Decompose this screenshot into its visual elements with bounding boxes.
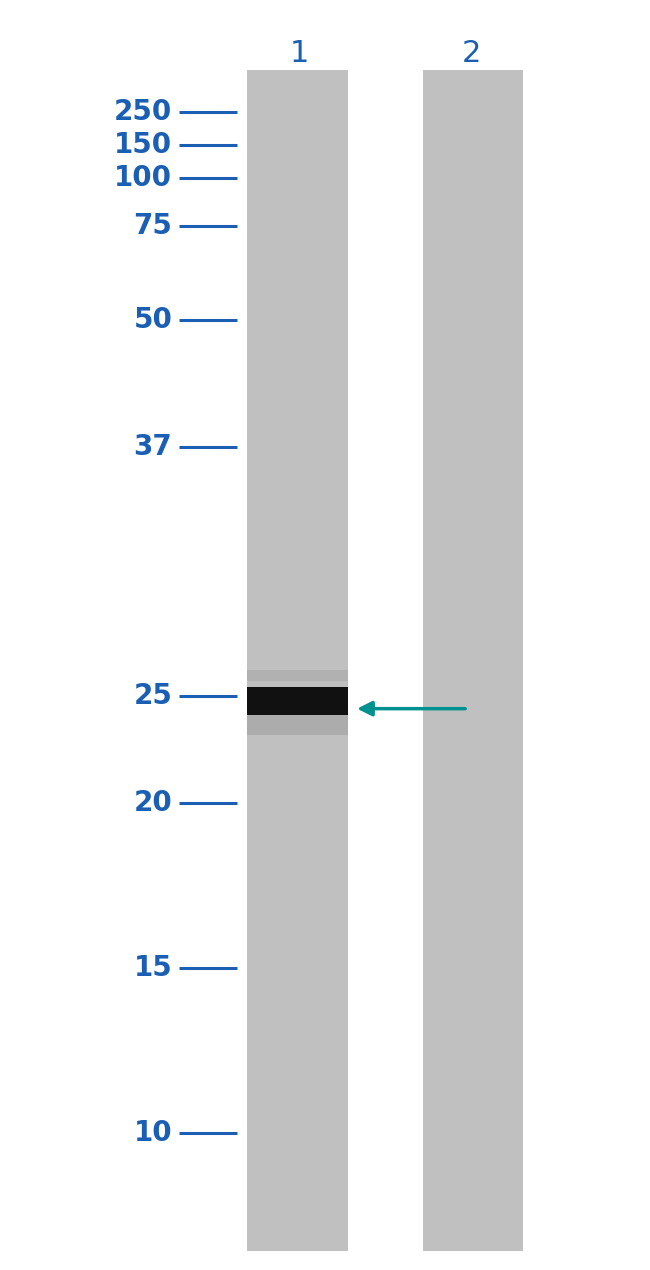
Text: 100: 100 <box>114 164 172 192</box>
Bar <box>247 687 348 715</box>
Text: 15: 15 <box>133 954 172 982</box>
Text: 50: 50 <box>133 306 172 334</box>
Text: 25: 25 <box>133 682 172 710</box>
Text: 37: 37 <box>133 433 172 461</box>
Bar <box>422 70 523 1251</box>
Bar <box>247 715 348 734</box>
Bar <box>247 70 348 1251</box>
Text: 150: 150 <box>114 131 172 159</box>
Text: 1: 1 <box>289 39 309 67</box>
Bar <box>247 671 348 682</box>
Text: 250: 250 <box>114 98 172 126</box>
Text: 10: 10 <box>134 1119 172 1147</box>
Text: 2: 2 <box>462 39 481 67</box>
Text: 20: 20 <box>133 789 172 817</box>
Text: 75: 75 <box>133 212 172 240</box>
